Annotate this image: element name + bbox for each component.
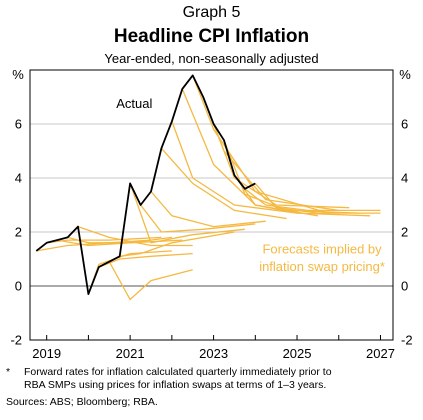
footnote-row-2: RBA SMPs using prices for inflation swap…: [6, 379, 420, 392]
forecast-line: [56, 236, 172, 247]
y-unit-right: %: [399, 67, 411, 82]
forecast-line: [129, 183, 245, 244]
forecast-line: [87, 250, 172, 295]
forecast-line: [212, 123, 350, 209]
y-tick-label-right: 2: [401, 225, 408, 240]
sources: Sources: ABS; Bloomberg; RBA.: [6, 396, 158, 408]
x-tick-label: 2023: [199, 346, 228, 361]
actual-annotation: Actual: [116, 96, 152, 111]
forecast-line: [150, 191, 266, 228]
chart-title: Headline CPI Inflation: [113, 26, 310, 47]
plot-frame: [29, 69, 394, 341]
footnote-marker: *: [6, 366, 11, 378]
graph-label: Graph 5: [182, 4, 241, 21]
x-tick-label: 2025: [283, 346, 312, 361]
x-tick-label: 2019: [32, 346, 61, 361]
forecast-line: [140, 204, 256, 233]
forecast-line: [108, 261, 193, 301]
axis-labels: -2 -2 0 0 2 2 4 4 6 6 2019 2021 2023 2025 2027: [10, 117, 412, 362]
footnote-text-1: Forward rates for inflation calculated q…: [24, 366, 332, 378]
forecast-line: [46, 236, 162, 244]
forecast-line: [233, 174, 371, 217]
actual-series: [35, 74, 256, 296]
forecast-line: [98, 252, 193, 268]
y-tick-label-right: 4: [401, 171, 408, 186]
footnote-text-2: RBA SMPs using prices for inflation swap…: [24, 379, 327, 391]
chart-subtitle: Year-ended, non-seasonally adjusted: [104, 51, 319, 66]
x-tick-label: 2021: [116, 346, 145, 361]
y-unit-left: %: [12, 67, 24, 82]
forecast-line: [77, 225, 193, 247]
forecast-line: [160, 147, 287, 220]
x-tick-label: 2027: [366, 346, 395, 361]
forecast-line: [192, 75, 329, 214]
y-tick-label-right: -2: [401, 333, 413, 348]
forecast-line: [171, 121, 298, 214]
forecast-line: [244, 188, 381, 212]
footnote-row-1: * Forward rates for inflation calculated…: [6, 366, 420, 379]
grid-lines: [30, 123, 393, 340]
y-tick-label-right: 6: [401, 117, 408, 132]
forecast-annotation-line1: Forecasts implied by: [262, 242, 382, 257]
forecast-annotation-line2: inflation swap pricing*: [259, 259, 385, 274]
forecast-line: [254, 182, 381, 214]
y-tick-label-left: 6: [15, 117, 22, 132]
y-tick-label-left: -2: [10, 333, 22, 348]
y-tick-label-right: 0: [401, 279, 408, 294]
forecast-line: [119, 231, 235, 257]
y-tick-label-left: 2: [15, 225, 22, 240]
forecast-line: [223, 139, 360, 214]
actual-line: [35, 74, 256, 296]
forecast-line: [202, 96, 339, 212]
y-tick-label-left: 0: [15, 279, 22, 294]
y-tick-label-left: 4: [15, 171, 22, 186]
footnotes: * Forward rates for inflation calculated…: [6, 366, 420, 409]
